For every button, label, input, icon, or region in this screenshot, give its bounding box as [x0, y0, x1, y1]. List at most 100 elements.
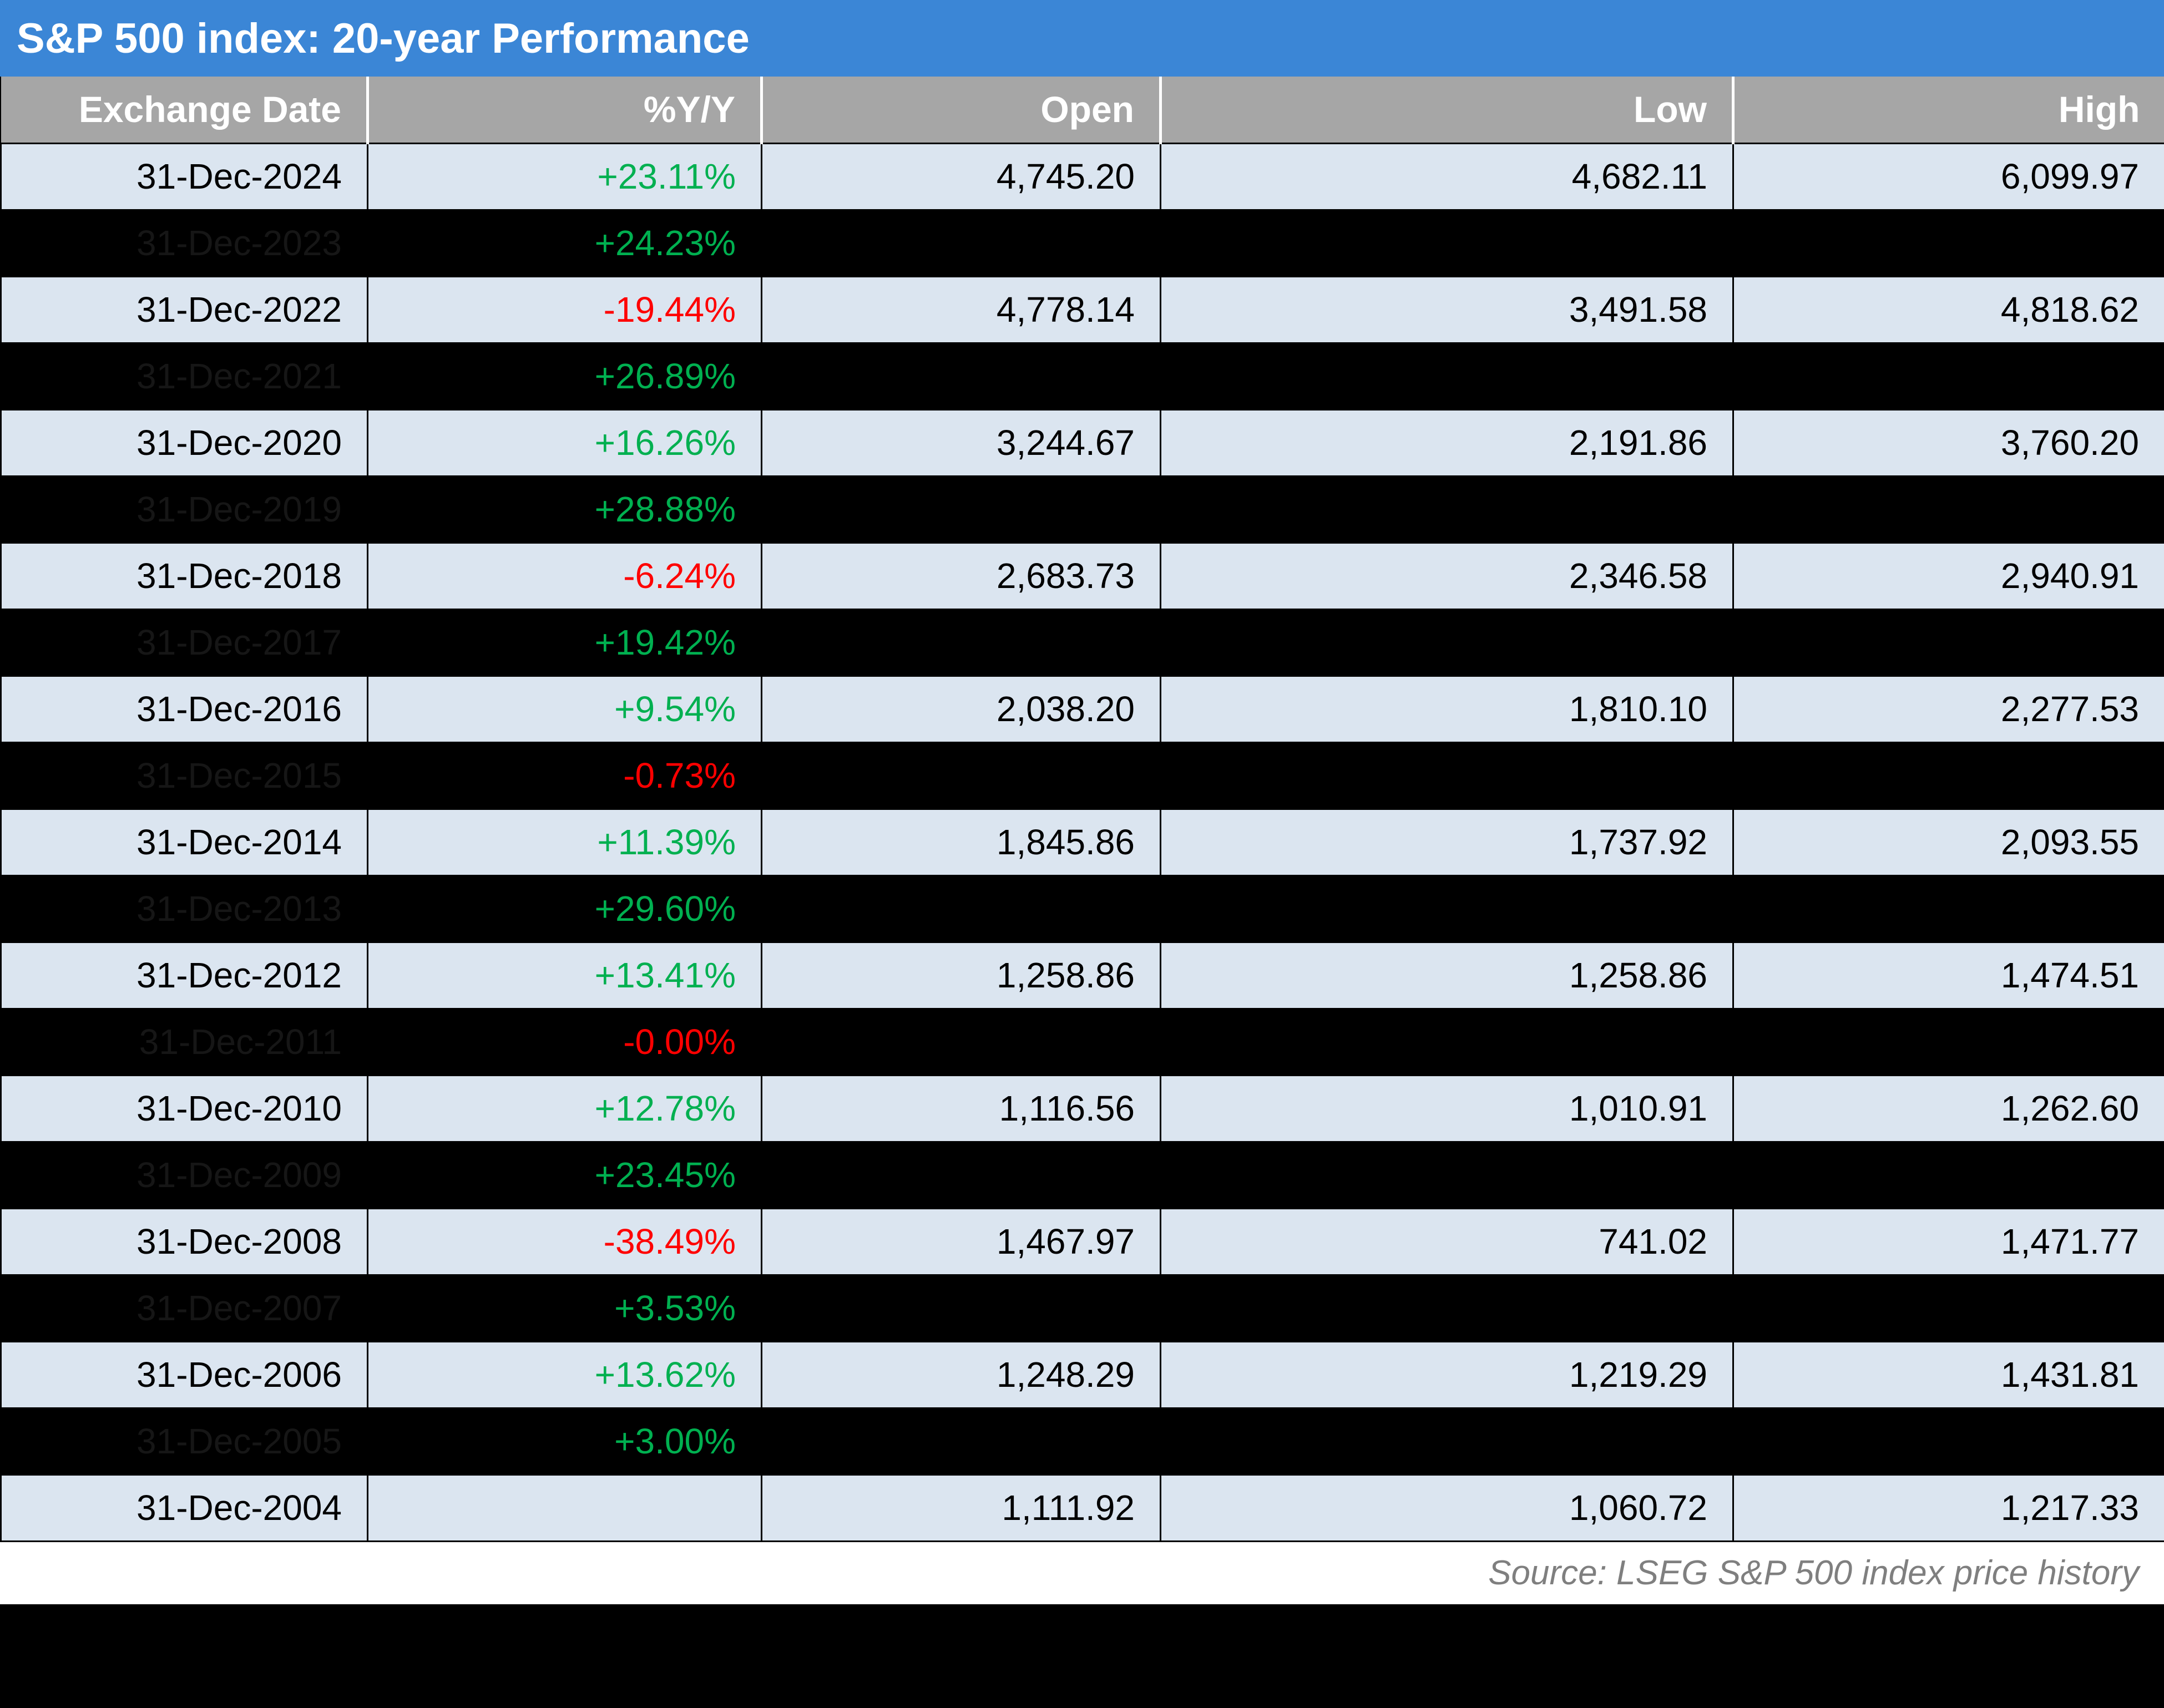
low-cell: 4,682.11: [1161, 143, 1733, 210]
open-cell: [762, 476, 1161, 543]
yoy-cell: +23.45%: [368, 1142, 762, 1208]
exchange-date-cell: 31-Dec-2004: [1, 1474, 368, 1541]
yoy-cell: +9.54%: [368, 676, 762, 742]
open-cell: 3,244.67: [762, 409, 1161, 476]
table-row: 31-Dec-2018 -6.24% 2,683.73 2,346.58 2,9…: [1, 543, 2164, 609]
yoy-cell: -0.00%: [368, 1008, 762, 1075]
open-cell: [762, 875, 1161, 942]
exchange-date-cell: 31-Dec-2024: [1, 143, 368, 210]
yoy-cell: -0.73%: [368, 742, 762, 809]
low-cell: 3,491.58: [1161, 276, 1733, 343]
table-row-obscured: 31-Dec-2011 -0.00%: [1, 1008, 2164, 1075]
table-row: 31-Dec-2016 +9.54% 2,038.20 1,810.10 2,2…: [1, 676, 2164, 742]
low-cell: [1161, 210, 1733, 276]
exchange-date-cell: 31-Dec-2023: [1, 210, 368, 276]
table-row-obscured: 31-Dec-2023 +24.23%: [1, 210, 2164, 276]
open-cell: [762, 1008, 1161, 1075]
exchange-date-cell: 31-Dec-2022: [1, 276, 368, 343]
high-cell: 2,940.91: [1733, 543, 2164, 609]
open-cell: [762, 343, 1161, 409]
high-cell: 1,474.51: [1733, 942, 2164, 1008]
column-header-low: Low: [1161, 77, 1733, 143]
column-header-exchange-date: Exchange Date: [1, 77, 368, 143]
high-cell: 4,818.62: [1733, 276, 2164, 343]
yoy-cell: -19.44%: [368, 276, 762, 343]
column-header-high: High: [1733, 77, 2164, 143]
yoy-cell: +11.39%: [368, 809, 762, 875]
open-cell: 1,248.29: [762, 1341, 1161, 1408]
low-cell: [1161, 742, 1733, 809]
yoy-cell: [368, 1474, 762, 1541]
low-cell: 1,737.92: [1161, 809, 1733, 875]
open-cell: 1,116.56: [762, 1075, 1161, 1142]
table-header-row: Exchange Date %Y/Y Open Low High: [1, 77, 2164, 143]
open-cell: [762, 1275, 1161, 1341]
low-cell: 741.02: [1161, 1208, 1733, 1275]
low-cell: [1161, 609, 1733, 676]
open-cell: [762, 609, 1161, 676]
table-row: 31-Dec-2020 +16.26% 3,244.67 2,191.86 3,…: [1, 409, 2164, 476]
high-cell: 1,262.60: [1733, 1075, 2164, 1142]
exchange-date-cell: 31-Dec-2008: [1, 1208, 368, 1275]
yoy-cell: +29.60%: [368, 875, 762, 942]
performance-table: Exchange Date %Y/Y Open Low High 31-Dec-…: [0, 77, 2164, 1542]
table-row: 31-Dec-2014 +11.39% 1,845.86 1,737.92 2,…: [1, 809, 2164, 875]
exchange-date-cell: 31-Dec-2015: [1, 742, 368, 809]
yoy-cell: +13.62%: [368, 1341, 762, 1408]
yoy-cell: +12.78%: [368, 1075, 762, 1142]
high-cell: 3,760.20: [1733, 409, 2164, 476]
low-cell: 1,010.91: [1161, 1075, 1733, 1142]
table-row-obscured: 31-Dec-2017 +19.42%: [1, 609, 2164, 676]
high-cell: [1733, 476, 2164, 543]
table-row-obscured: 31-Dec-2021 +26.89%: [1, 343, 2164, 409]
high-cell: [1733, 1275, 2164, 1341]
yoy-cell: +19.42%: [368, 609, 762, 676]
table-row: 31-Dec-2006 +13.62% 1,248.29 1,219.29 1,…: [1, 1341, 2164, 1408]
open-cell: 1,111.92: [762, 1474, 1161, 1541]
table-row-obscured: 31-Dec-2019 +28.88%: [1, 476, 2164, 543]
yoy-cell: +13.41%: [368, 942, 762, 1008]
table-row: 31-Dec-2004 1,111.92 1,060.72 1,217.33: [1, 1474, 2164, 1541]
low-cell: 2,346.58: [1161, 543, 1733, 609]
table-row-obscured: 31-Dec-2009 +23.45%: [1, 1142, 2164, 1208]
table-row: 31-Dec-2012 +13.41% 1,258.86 1,258.86 1,…: [1, 942, 2164, 1008]
high-cell: 1,431.81: [1733, 1341, 2164, 1408]
yoy-cell: +24.23%: [368, 210, 762, 276]
low-cell: [1161, 1408, 1733, 1474]
low-cell: [1161, 476, 1733, 543]
exchange-date-cell: 31-Dec-2014: [1, 809, 368, 875]
exchange-date-cell: 31-Dec-2006: [1, 1341, 368, 1408]
table-row: 31-Dec-2010 +12.78% 1,116.56 1,010.91 1,…: [1, 1075, 2164, 1142]
yoy-cell: +28.88%: [368, 476, 762, 543]
table-row: 31-Dec-2022 -19.44% 4,778.14 3,491.58 4,…: [1, 276, 2164, 343]
table-row: 31-Dec-2008 -38.49% 1,467.97 741.02 1,47…: [1, 1208, 2164, 1275]
low-cell: 1,258.86: [1161, 942, 1733, 1008]
exchange-date-cell: 31-Dec-2012: [1, 942, 368, 1008]
low-cell: 1,810.10: [1161, 676, 1733, 742]
yoy-cell: -38.49%: [368, 1208, 762, 1275]
open-cell: [762, 742, 1161, 809]
high-cell: 6,099.97: [1733, 143, 2164, 210]
table-row: 31-Dec-2024 +23.11% 4,745.20 4,682.11 6,…: [1, 143, 2164, 210]
low-cell: [1161, 1275, 1733, 1341]
high-cell: [1733, 609, 2164, 676]
high-cell: [1733, 1142, 2164, 1208]
exchange-date-cell: 31-Dec-2007: [1, 1275, 368, 1341]
open-cell: 2,683.73: [762, 543, 1161, 609]
table-row-obscured: 31-Dec-2005 +3.00%: [1, 1408, 2164, 1474]
column-header-yoy: %Y/Y: [368, 77, 762, 143]
high-cell: [1733, 742, 2164, 809]
low-cell: 1,219.29: [1161, 1341, 1733, 1408]
open-cell: [762, 1142, 1161, 1208]
exchange-date-cell: 31-Dec-2021: [1, 343, 368, 409]
exchange-date-cell: 31-Dec-2016: [1, 676, 368, 742]
exchange-date-cell: 31-Dec-2010: [1, 1075, 368, 1142]
page-title: S&P 500 index: 20-year Performance: [0, 0, 2164, 77]
table-row-obscured: 31-Dec-2015 -0.73%: [1, 742, 2164, 809]
low-cell: 1,060.72: [1161, 1474, 1733, 1541]
yoy-cell: -6.24%: [368, 543, 762, 609]
low-cell: [1161, 875, 1733, 942]
exchange-date-cell: 31-Dec-2005: [1, 1408, 368, 1474]
high-cell: [1733, 1408, 2164, 1474]
open-cell: [762, 1408, 1161, 1474]
